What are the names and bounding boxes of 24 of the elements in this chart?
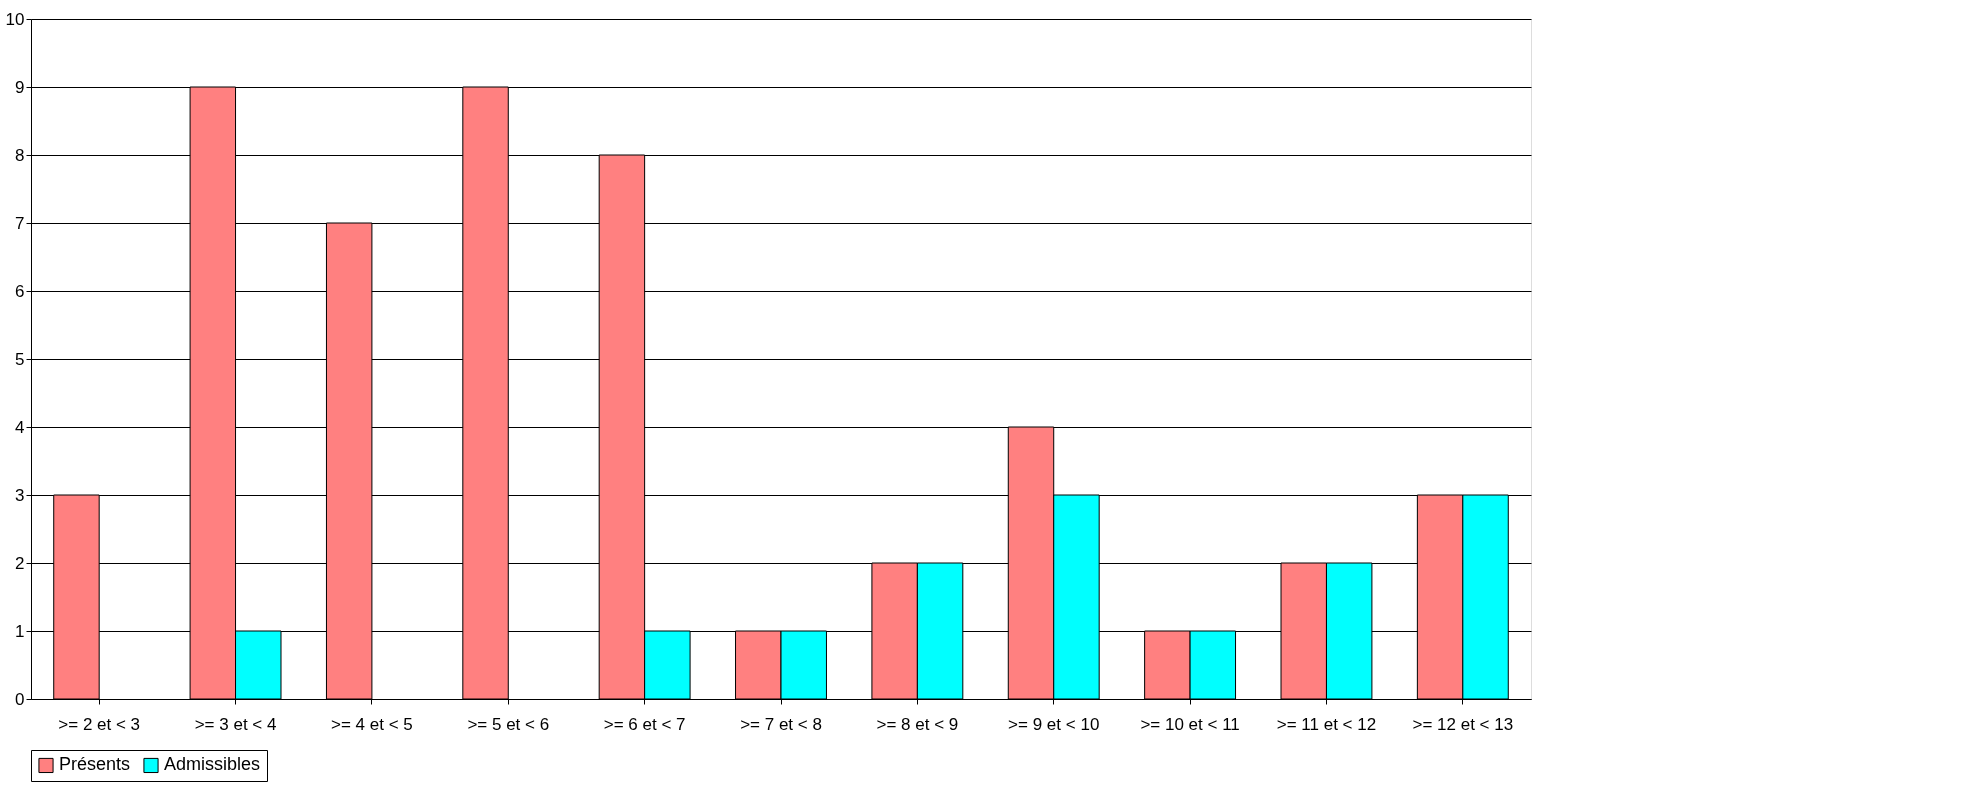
x-tick-label: >= 3 et < 4 [194, 714, 277, 734]
y-tick-label: 6 [15, 281, 25, 301]
legend-label: Admissibles [164, 754, 261, 775]
y-tick-label: 2 [15, 553, 25, 573]
y-tick-label: 0 [15, 689, 25, 709]
y-tick-label: 7 [15, 213, 25, 233]
y-tick-label: 4 [15, 417, 25, 437]
x-tick-label: >= 12 et < 13 [1412, 714, 1514, 734]
y-tick-label: 3 [15, 485, 25, 505]
x-tick-label: >= 7 et < 8 [740, 714, 822, 734]
y-tick-label: 10 [5, 9, 25, 29]
y-tick-label: 8 [15, 145, 25, 165]
legend-label: Présents [59, 754, 131, 775]
y-tick-label: 9 [15, 77, 25, 97]
x-tick-label: >= 5 et < 6 [467, 714, 550, 734]
y-tick-label: 5 [15, 349, 25, 369]
y-tick-label: 1 [15, 621, 25, 641]
x-tick-label: >= 6 et < 7 [603, 714, 686, 734]
x-tick-label: >= 11 et < 12 [1276, 714, 1377, 734]
x-tick-label: >= 4 et < 5 [331, 714, 413, 734]
x-tick-label: >= 10 et < 11 [1140, 714, 1240, 734]
x-tick-label: >= 2 et < 3 [58, 714, 141, 734]
x-tick-label: >= 9 et < 10 [1008, 714, 1100, 734]
x-tick-label: >= 8 et < 9 [876, 714, 959, 734]
